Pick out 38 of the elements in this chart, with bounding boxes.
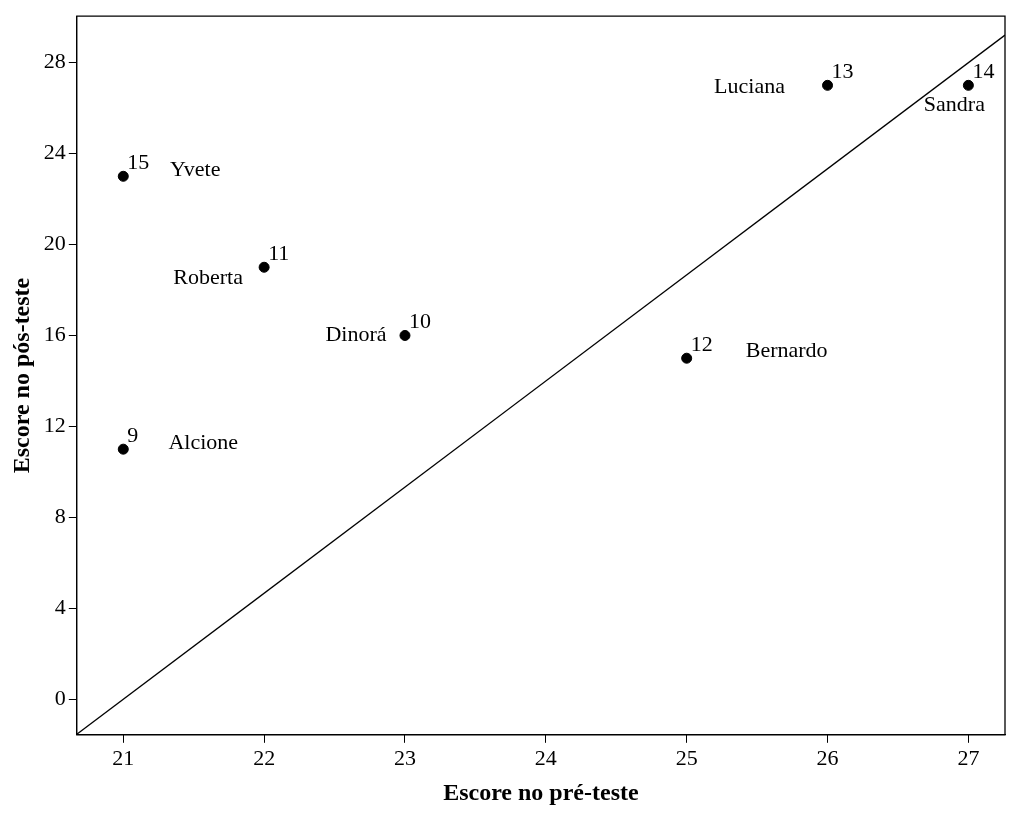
annotation: Roberta bbox=[173, 264, 244, 290]
annotation: 12 bbox=[690, 331, 713, 356]
x-tick-label: 24 bbox=[534, 744, 557, 770]
annotation: Dinorá bbox=[325, 321, 387, 347]
x-tick-label: 21 bbox=[112, 744, 135, 770]
y-tick-label: 20 bbox=[43, 230, 66, 256]
x-tick-label: 25 bbox=[675, 744, 698, 770]
y-axis-title: Escore no pós-teste bbox=[7, 277, 34, 474]
point bbox=[117, 170, 129, 182]
point bbox=[399, 329, 411, 341]
annotation: Alcione bbox=[168, 428, 239, 454]
y-tick-label: 4 bbox=[54, 594, 66, 620]
y-tick-label: 8 bbox=[54, 503, 66, 529]
y-tick-label: 16 bbox=[43, 321, 66, 347]
annotation: 14 bbox=[972, 58, 995, 84]
annotation: 15 bbox=[127, 149, 150, 175]
annotation: 9 bbox=[127, 421, 139, 447]
annotation: 11 bbox=[268, 240, 290, 266]
x-tick-label: 23 bbox=[393, 744, 416, 770]
x-tick-label: 26 bbox=[816, 744, 839, 770]
annotation: 13 bbox=[831, 58, 854, 84]
annotation: Luciana bbox=[714, 73, 786, 99]
annotation: Sandra bbox=[923, 91, 986, 117]
y-tick-label: 28 bbox=[43, 48, 66, 74]
point bbox=[962, 79, 974, 91]
y-tick-label: 24 bbox=[43, 139, 66, 165]
annotation: Yvete bbox=[170, 156, 221, 182]
point bbox=[117, 443, 129, 455]
point bbox=[258, 261, 270, 273]
y-tick-label: 0 bbox=[54, 685, 66, 711]
y-tick-label: 12 bbox=[43, 412, 66, 438]
annotation: 10 bbox=[408, 308, 431, 334]
annotation: Bernardo bbox=[745, 337, 828, 362]
point bbox=[822, 79, 834, 91]
x-axis-title: Escore no pré-teste bbox=[443, 778, 639, 805]
point bbox=[681, 352, 693, 364]
x-tick-label: 22 bbox=[253, 744, 276, 770]
x-tick-label: 27 bbox=[957, 744, 980, 770]
